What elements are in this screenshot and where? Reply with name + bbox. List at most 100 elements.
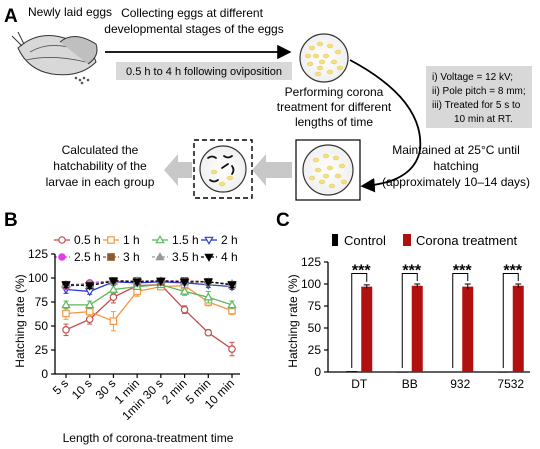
c-sig-bracket: [452, 272, 469, 368]
c-legend-swatch-corona: [403, 234, 411, 246]
b-xlabel: Length of corona-treatment time: [63, 431, 234, 445]
b-xtick-label: 10 s: [69, 376, 95, 402]
b-data-point: [62, 309, 70, 318]
b-data-point: [179, 278, 190, 287]
c-ytick-label: 50: [308, 321, 322, 335]
larvae-square: [193, 139, 253, 199]
b-series-line: [66, 284, 233, 306]
c-legend-label-control: Control: [344, 233, 386, 248]
c-legend: Control Corona treatment: [332, 233, 518, 248]
b-data-point: [203, 292, 214, 301]
b-ytick-label: 0: [41, 367, 48, 381]
b-data-point: [180, 305, 189, 314]
b-data-point: [85, 315, 94, 324]
c-xtick-label: DT: [351, 377, 368, 391]
b-legend-label: 3 h: [123, 250, 140, 264]
c-ytick-label: 0: [314, 365, 321, 379]
maint-text-3: (approximately 10–14 days): [382, 175, 530, 189]
c-ytick-label: 75: [308, 299, 322, 313]
corona-arrow: [349, 59, 422, 193]
b-ytick-label: 100: [28, 271, 48, 285]
gray-arrow-left-1: [252, 154, 292, 186]
c-bar-control: [346, 371, 358, 372]
b-ytick-label: 125: [28, 247, 48, 261]
cond-3: iii) Treated for 5 s to: [432, 100, 521, 111]
b-legend-marker: [155, 252, 165, 261]
oviposition-text: 0.5 h to 4 h following oviposition: [126, 66, 282, 78]
maint-text-2: hatching: [433, 159, 478, 173]
c-xtick-label: 932: [450, 377, 470, 391]
b-data-point: [203, 278, 214, 287]
panel-b-label: B: [4, 210, 18, 231]
cond-2: ii) Pole pitch = 8 mm;: [432, 86, 526, 97]
b-legend-label: 1 h: [123, 233, 140, 247]
gray-arrow-left-2: [164, 154, 192, 186]
b-data-point: [179, 286, 190, 295]
b-series-1-5-h: [61, 279, 237, 310]
perform-text-2: treatment for different: [277, 100, 392, 114]
b-legend-marker: [58, 236, 66, 244]
b-legend-marker: [155, 235, 165, 244]
calc-text-1: Calculated the: [62, 143, 139, 157]
c-bar-control: [447, 371, 459, 373]
b-data-point: [132, 278, 142, 287]
c-legend-label-corona: Corona treatment: [416, 233, 518, 248]
b-data-point: [204, 328, 213, 337]
dish-eggs-icon: [299, 33, 349, 83]
collect-text-2: developmental stages of the eggs: [104, 22, 283, 36]
b-data-point: [108, 284, 119, 293]
panel-a: A Newly laid eggs Collecting eggs at dif…: [4, 5, 532, 201]
b-legend: 0.5 h 1 h 1.5 h 2 h 2.5 h 3 h 3.5 h 4 h: [54, 233, 238, 264]
newly-laid-text: Newly laid eggs: [28, 5, 112, 19]
b-legend-marker: [107, 236, 115, 244]
perform-text-3: lengths of time: [295, 115, 373, 129]
c-sig-bracket: [401, 272, 418, 368]
b-data-point: [62, 326, 70, 334]
c-bar-control: [497, 372, 509, 373]
b-data-point: [227, 299, 237, 309]
c-xtick-label: 7532: [497, 377, 524, 391]
cond-4: 10 min at RT.: [454, 114, 513, 125]
panel-a-label: A: [4, 6, 18, 27]
b-ylabel: Hatching rate (%): [13, 274, 27, 367]
c-bar-control: [396, 372, 408, 373]
c-sig-label: ***: [503, 262, 522, 279]
c-sig-bracket: [351, 272, 368, 368]
b-legend-marker: [204, 253, 214, 262]
perform-text-1: Performing corona: [285, 85, 384, 99]
conditions-box: [426, 66, 532, 128]
cond-1: i) Voltage = 12 kV;: [432, 72, 513, 83]
b-data-point: [84, 282, 95, 291]
oviposition-box: [116, 62, 292, 80]
moth-icon: [11, 31, 98, 85]
collect-text-1: Collecting eggs at different: [121, 6, 264, 20]
b-ytick-label: 50: [35, 319, 49, 333]
b-xtick-label: 5 s: [50, 376, 71, 397]
c-legend-swatch-control: [332, 234, 338, 246]
c-sig-label: ***: [352, 262, 371, 279]
maint-text-1: Maintained at 25°C until: [392, 143, 520, 157]
c-xtick-label: BB: [402, 377, 418, 391]
c-ytick-label: 125: [301, 255, 321, 269]
panel-b: B Hatching rate (%) Length of corona-tre…: [4, 210, 240, 445]
b-legend-label: 1.5 h: [172, 233, 199, 247]
c-bar-corona: [361, 286, 373, 372]
b-data-point: [108, 277, 119, 286]
dish-eggs-bottom-icon: [302, 144, 354, 196]
b-ytick-label: 25: [35, 343, 49, 357]
c-ylabel: Hatching rate (%): [286, 274, 300, 367]
c-bar-corona: [512, 285, 524, 372]
b-data-point: [61, 281, 71, 290]
b-legend-label: 2.5 h: [74, 250, 101, 264]
b-data-point: [61, 299, 71, 309]
b-series-line: [65, 280, 233, 287]
b-legend-marker: [58, 253, 66, 261]
c-ytick-label: 100: [301, 277, 321, 291]
c-plot: *** *** *** ***: [346, 262, 524, 373]
b-data-point: [84, 299, 95, 309]
calc-text-2: hatchability of the: [53, 159, 147, 173]
b-series-0-5-h: [62, 280, 236, 357]
b-data-point: [85, 307, 94, 316]
panel-c-label: C: [276, 210, 290, 231]
